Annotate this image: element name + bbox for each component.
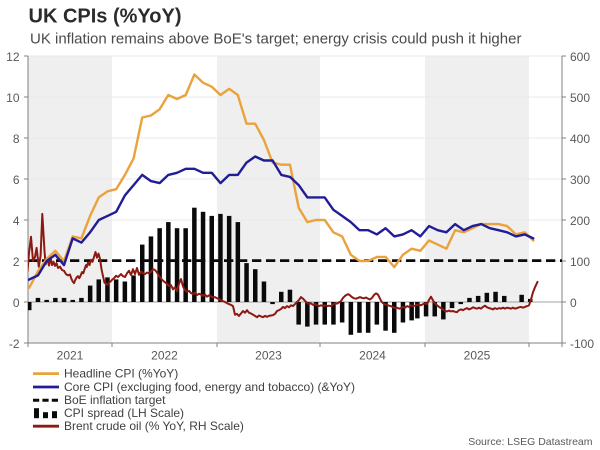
svg-text:BoE inflation target: BoE inflation target [64, 393, 166, 407]
svg-text:2024: 2024 [359, 348, 386, 362]
svg-text:Core CPI (excluging food, ener: Core CPI (excluging food, energy and tob… [64, 380, 355, 394]
svg-text:UK CPIs (%YoY): UK CPIs (%YoY) [29, 6, 182, 28]
svg-text:CPI spread (LH Scale): CPI spread (LH Scale) [64, 406, 184, 420]
svg-text:2021: 2021 [57, 348, 84, 362]
svg-text:-2: -2 [9, 337, 20, 351]
svg-text:2023: 2023 [255, 348, 282, 362]
svg-text:2022: 2022 [151, 348, 178, 362]
svg-text:4: 4 [13, 214, 20, 228]
svg-text:Brent crude oil (% YoY, RH Sca: Brent crude oil (% YoY, RH Scale) [64, 419, 244, 433]
svg-text:6: 6 [13, 173, 20, 187]
svg-text:Headline CPI (%YoY): Headline CPI (%YoY) [64, 367, 178, 381]
svg-text:0: 0 [13, 296, 20, 310]
svg-text:-100: -100 [570, 337, 594, 351]
svg-text:UK inflation remains above BoE: UK inflation remains above BoE's target;… [30, 31, 521, 48]
svg-text:12: 12 [6, 50, 20, 64]
svg-text:10: 10 [6, 91, 20, 105]
svg-text:300: 300 [570, 173, 590, 187]
svg-text:400: 400 [570, 132, 590, 146]
svg-text:200: 200 [570, 214, 590, 228]
svg-text:Source: LSEG Datastream: Source: LSEG Datastream [468, 436, 593, 448]
svg-text:100: 100 [570, 255, 590, 269]
svg-text:8: 8 [13, 132, 20, 146]
svg-text:2: 2 [13, 255, 20, 269]
svg-text:0: 0 [570, 296, 577, 310]
svg-text:600: 600 [570, 50, 590, 64]
svg-text:500: 500 [570, 91, 590, 105]
svg-text:2025: 2025 [464, 348, 491, 362]
